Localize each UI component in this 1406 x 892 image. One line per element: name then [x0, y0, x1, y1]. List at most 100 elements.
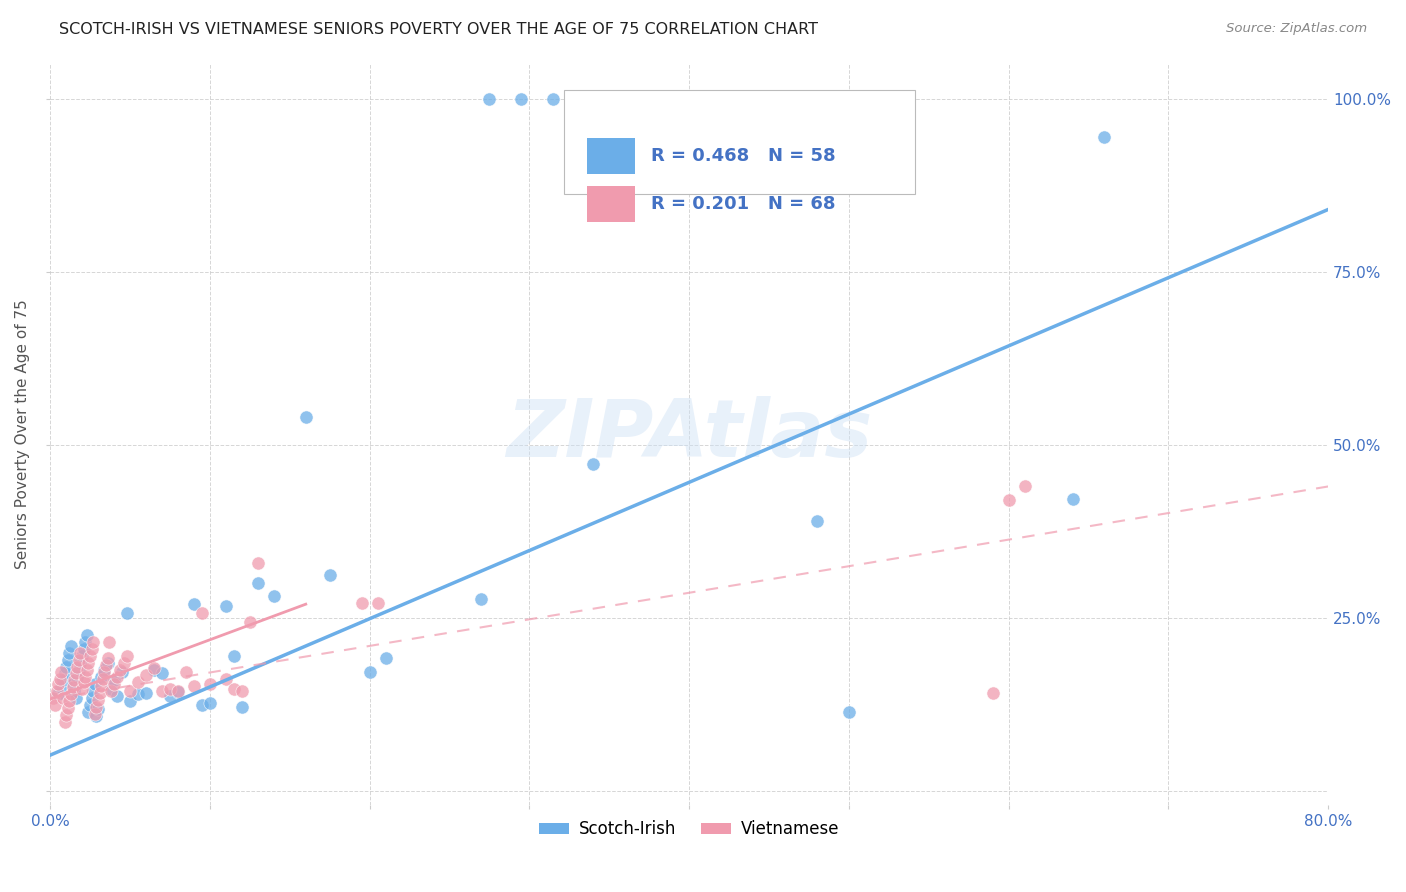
Point	[70, 649, 93, 664]
Point	[59, 687, 82, 701]
Point	[143, 663, 166, 677]
Point	[93, 663, 115, 677]
Point	[93, 665, 115, 679]
Point	[359, 665, 381, 679]
Point	[222, 681, 245, 696]
Point	[45, 683, 67, 698]
Point	[167, 685, 190, 699]
Point	[44, 698, 66, 712]
Point	[62, 681, 84, 695]
Point	[159, 681, 181, 696]
Point	[86, 699, 108, 714]
Text: ZIPAtlas: ZIPAtlas	[506, 395, 872, 474]
Point	[470, 591, 492, 606]
Point	[70, 681, 93, 696]
Point	[174, 665, 197, 679]
Point	[75, 670, 97, 684]
Point	[110, 663, 132, 677]
Point	[91, 672, 114, 686]
Point	[87, 702, 110, 716]
Point	[53, 666, 76, 681]
Point	[75, 635, 97, 649]
Point	[215, 672, 238, 686]
Point	[51, 665, 73, 679]
Point	[87, 692, 110, 706]
Point	[66, 659, 89, 673]
Point	[135, 686, 157, 700]
Y-axis label: Seniors Poverty Over the Age of 75: Seniors Poverty Over the Age of 75	[15, 300, 30, 569]
Point	[65, 690, 87, 705]
Point	[46, 677, 69, 691]
Point	[478, 92, 501, 106]
Point	[48, 672, 70, 686]
Point	[65, 666, 87, 681]
Point	[90, 679, 112, 693]
Point	[55, 708, 77, 723]
Point	[127, 674, 149, 689]
FancyBboxPatch shape	[586, 186, 636, 222]
Text: SCOTCH-IRISH VS VIETNAMESE SENIORS POVERTY OVER THE AGE OF 75 CORRELATION CHART: SCOTCH-IRISH VS VIETNAMESE SENIORS POVER…	[59, 22, 818, 37]
Point	[80, 642, 103, 657]
Text: R = 0.468   N = 58: R = 0.468 N = 58	[651, 147, 835, 165]
Point	[62, 677, 84, 691]
Point	[135, 668, 157, 682]
Point	[127, 687, 149, 701]
Point	[231, 699, 253, 714]
Point	[52, 690, 75, 705]
Point	[46, 687, 69, 701]
Point	[82, 683, 104, 698]
Point	[77, 705, 100, 719]
Point	[105, 689, 128, 703]
Point	[94, 658, 117, 673]
Point	[350, 596, 373, 610]
Point	[97, 656, 120, 670]
Point	[82, 635, 104, 649]
Point	[98, 635, 121, 649]
Point	[150, 666, 173, 681]
Point	[115, 606, 138, 620]
Point	[263, 589, 285, 603]
Point	[1062, 491, 1084, 506]
Point	[167, 683, 190, 698]
Point	[103, 673, 125, 688]
Point	[90, 670, 112, 684]
Point	[150, 683, 173, 698]
Point	[56, 701, 79, 715]
Point	[80, 690, 103, 705]
Point	[79, 698, 101, 712]
Point	[105, 670, 128, 684]
Point	[118, 683, 141, 698]
Point	[69, 656, 91, 670]
Point	[67, 652, 90, 666]
Text: Source: ZipAtlas.com: Source: ZipAtlas.com	[1226, 22, 1367, 36]
Point	[143, 661, 166, 675]
Point	[159, 690, 181, 704]
Point	[374, 651, 396, 665]
Point	[77, 656, 100, 670]
Point	[89, 686, 111, 700]
Point	[79, 649, 101, 664]
Point	[100, 681, 122, 696]
Point	[191, 606, 214, 620]
Point	[318, 568, 340, 582]
Point	[67, 663, 90, 677]
Point	[58, 646, 80, 660]
Point	[198, 696, 221, 710]
Point	[1094, 129, 1116, 144]
Point	[981, 686, 1004, 700]
Point	[53, 714, 76, 729]
Point	[58, 694, 80, 708]
Legend: Scotch-Irish, Vietnamese: Scotch-Irish, Vietnamese	[531, 814, 846, 845]
FancyBboxPatch shape	[586, 138, 636, 174]
Point	[56, 652, 79, 666]
Point	[86, 709, 108, 723]
Point	[51, 681, 73, 695]
FancyBboxPatch shape	[564, 90, 915, 194]
Point	[73, 642, 96, 657]
Point	[510, 92, 533, 106]
Point	[997, 493, 1019, 508]
Point	[63, 683, 86, 698]
Point	[198, 677, 221, 691]
Point	[97, 651, 120, 665]
Point	[231, 683, 253, 698]
